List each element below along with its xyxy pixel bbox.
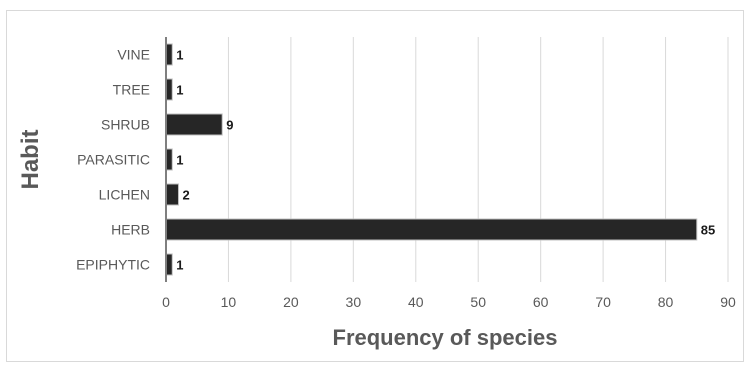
y-axis-title: Habit <box>17 129 44 189</box>
x-tick-label: 50 <box>470 294 486 310</box>
data-label: 9 <box>226 118 233 133</box>
x-tick-label: 20 <box>283 294 299 310</box>
data-label: 1 <box>176 83 183 98</box>
x-tick-label: 10 <box>221 294 237 310</box>
bar <box>165 113 223 136</box>
data-labels: 1 1 9 1 2 85 1 <box>176 48 715 273</box>
data-label: 2 <box>182 188 189 203</box>
x-tick-label: 90 <box>720 294 736 310</box>
data-label: 1 <box>176 153 183 168</box>
bars <box>165 43 698 276</box>
x-tick-labels: 0 10 20 30 40 50 60 70 80 90 <box>162 294 736 310</box>
bar <box>165 218 698 241</box>
chart-frame <box>6 10 744 362</box>
x-tick-label: 60 <box>533 294 549 310</box>
data-label: 1 <box>176 48 183 63</box>
x-tick-label: 30 <box>346 294 362 310</box>
y-tick-label: SHRUB <box>101 117 150 133</box>
x-tick-label: 70 <box>595 294 611 310</box>
grid-lines <box>227 37 729 282</box>
y-tick-label: EPIPHYTIC <box>76 257 150 273</box>
y-tick-label: HERB <box>111 222 150 238</box>
y-tick-label: TREE <box>113 82 150 98</box>
y-tick-label: PARASITIC <box>77 152 150 168</box>
x-tick-label: 40 <box>408 294 424 310</box>
data-label: 1 <box>176 258 183 273</box>
y-tick-labels: VINE TREE SHRUB PARASITIC LICHEN HERB EPIPHYTI… <box>76 47 150 273</box>
data-label: 85 <box>701 223 715 238</box>
x-axis-title: Frequency of species <box>333 325 558 350</box>
bar <box>165 183 179 206</box>
y-tick-label: VINE <box>117 47 150 63</box>
x-tick-label: 0 <box>162 294 170 310</box>
y-tick-label: LICHEN <box>99 187 150 203</box>
x-tick-label: 80 <box>658 294 674 310</box>
